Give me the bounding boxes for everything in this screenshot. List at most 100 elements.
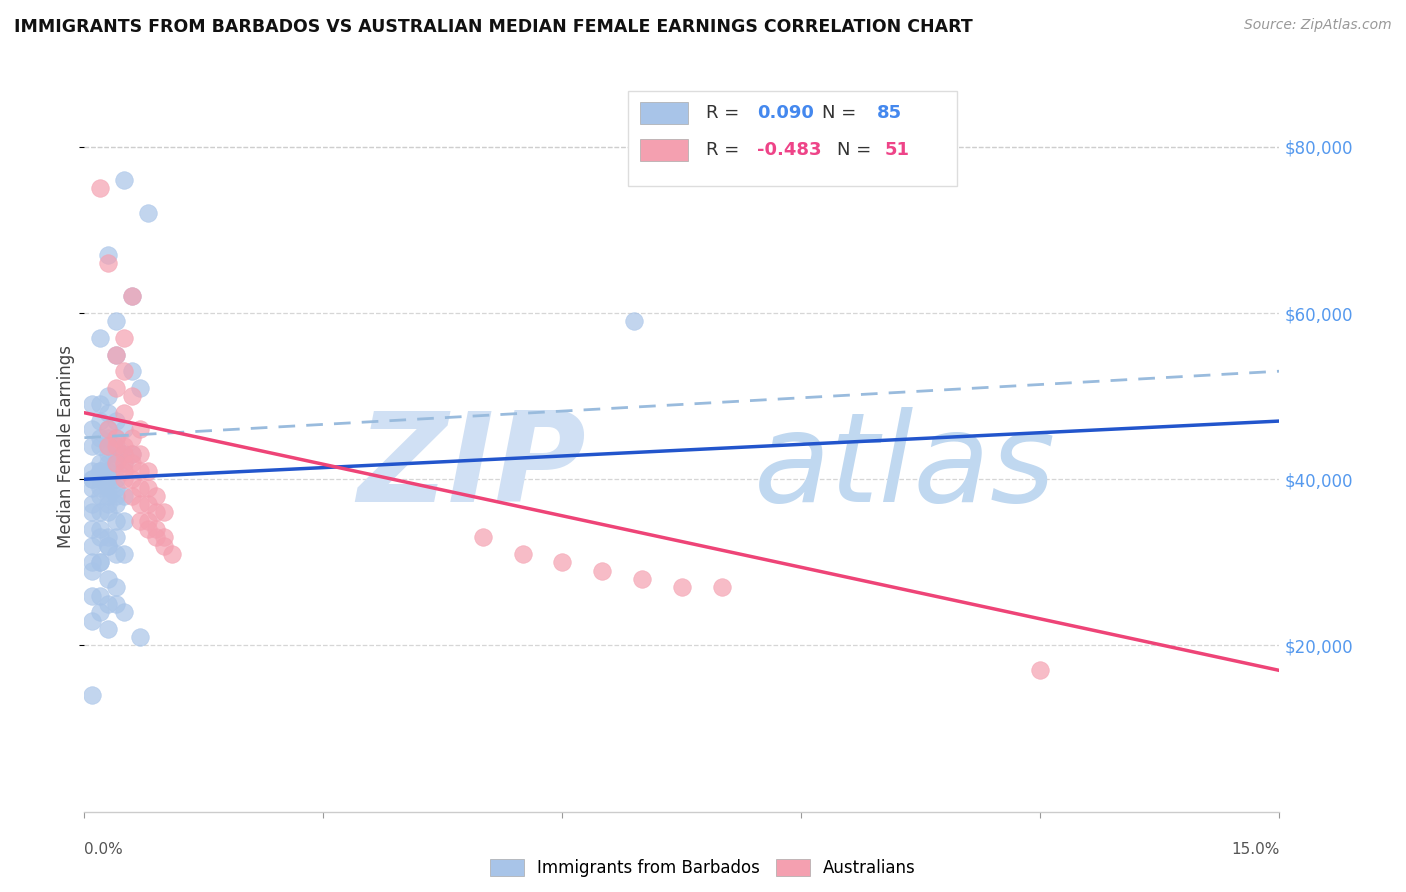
Point xyxy=(105,447,128,461)
Point xyxy=(121,431,143,445)
Point xyxy=(105,456,128,470)
Point xyxy=(89,431,111,445)
Point xyxy=(82,555,104,569)
Point xyxy=(89,555,111,569)
Point xyxy=(97,572,120,586)
Point xyxy=(82,589,104,603)
Point xyxy=(97,406,120,420)
Text: ZIP: ZIP xyxy=(357,408,586,528)
Point xyxy=(145,506,167,520)
Point xyxy=(129,630,152,644)
Point xyxy=(97,622,120,636)
Point xyxy=(121,447,143,461)
Point xyxy=(82,522,104,536)
Point xyxy=(631,572,654,586)
Point xyxy=(105,439,128,453)
Point xyxy=(97,497,120,511)
Point xyxy=(105,431,128,445)
Point xyxy=(97,481,120,495)
Point xyxy=(105,530,128,544)
Point xyxy=(1029,664,1052,678)
Point xyxy=(97,506,120,520)
Text: 85: 85 xyxy=(877,104,901,122)
Point xyxy=(129,381,152,395)
Point xyxy=(97,456,120,470)
Point xyxy=(82,564,104,578)
Text: -0.483: -0.483 xyxy=(758,141,821,159)
Point xyxy=(105,347,128,362)
Point xyxy=(97,539,120,553)
Point xyxy=(89,522,111,536)
Point xyxy=(89,331,111,345)
Point xyxy=(112,422,135,436)
Point xyxy=(112,447,135,461)
Point xyxy=(121,472,143,486)
Point xyxy=(97,439,120,453)
Point xyxy=(89,472,111,486)
Point xyxy=(97,422,120,436)
Point xyxy=(97,472,120,486)
Point xyxy=(112,406,135,420)
Y-axis label: Median Female Earnings: Median Female Earnings xyxy=(56,344,75,548)
Point xyxy=(121,364,143,378)
Point xyxy=(136,497,159,511)
Text: R =: R = xyxy=(706,104,745,122)
Point xyxy=(160,547,183,561)
Point xyxy=(112,464,135,478)
Point xyxy=(89,530,111,544)
Point xyxy=(121,289,143,303)
Point xyxy=(112,447,135,461)
Point xyxy=(89,181,111,195)
Point xyxy=(82,689,104,703)
Point xyxy=(129,514,152,528)
Point xyxy=(145,522,167,536)
Point xyxy=(89,555,111,569)
Point xyxy=(89,464,111,478)
Point xyxy=(105,347,128,362)
Point xyxy=(82,614,104,628)
Point xyxy=(112,331,135,345)
Point xyxy=(105,497,128,511)
Bar xyxy=(640,103,688,124)
Point xyxy=(105,439,128,453)
Point xyxy=(97,422,120,436)
Bar xyxy=(628,91,957,186)
Point xyxy=(105,547,128,561)
Text: N =: N = xyxy=(821,104,862,122)
Point xyxy=(105,489,128,503)
Point xyxy=(89,506,111,520)
Point xyxy=(129,422,152,436)
Point xyxy=(112,439,135,453)
Text: IMMIGRANTS FROM BARBADOS VS AUSTRALIAN MEDIAN FEMALE EARNINGS CORRELATION CHART: IMMIGRANTS FROM BARBADOS VS AUSTRALIAN M… xyxy=(14,18,973,36)
Point xyxy=(121,456,143,470)
Point xyxy=(145,489,167,503)
Point xyxy=(97,489,120,503)
Point xyxy=(129,481,152,495)
Text: R =: R = xyxy=(706,141,745,159)
Point xyxy=(145,530,167,544)
Point xyxy=(89,397,111,411)
Point xyxy=(153,539,176,553)
Point xyxy=(97,431,120,445)
Text: atlas: atlas xyxy=(754,408,1056,528)
Point xyxy=(97,439,120,453)
Point xyxy=(97,539,120,553)
Point xyxy=(97,530,120,544)
Point xyxy=(89,456,111,470)
Point xyxy=(136,464,159,478)
Point xyxy=(82,472,104,486)
Point xyxy=(121,389,143,403)
Point xyxy=(129,447,152,461)
Point xyxy=(671,580,693,594)
Point xyxy=(112,173,135,187)
Point xyxy=(105,456,128,470)
Text: N =: N = xyxy=(838,141,877,159)
Point xyxy=(97,447,120,461)
Point xyxy=(112,489,135,503)
Legend: Immigrants from Barbados, Australians: Immigrants from Barbados, Australians xyxy=(484,852,922,884)
Point xyxy=(136,514,159,528)
Point xyxy=(97,464,120,478)
Point xyxy=(82,481,104,495)
Point xyxy=(82,397,104,411)
Point xyxy=(105,381,128,395)
